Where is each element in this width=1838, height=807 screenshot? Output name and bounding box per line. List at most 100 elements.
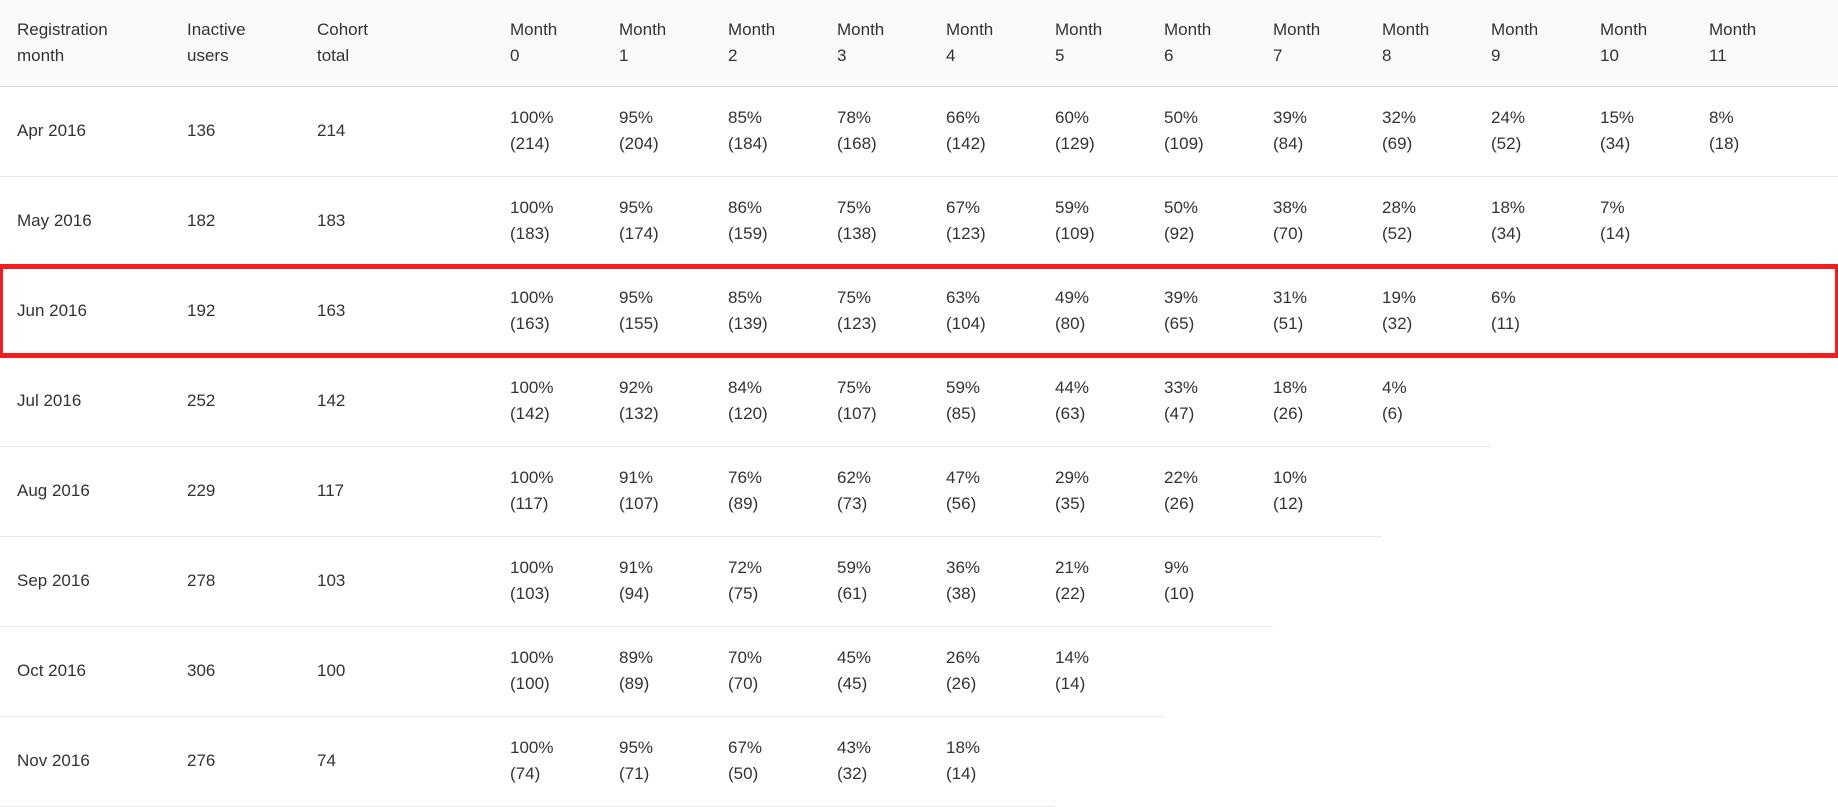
month-3-cell: 62% (73)	[837, 446, 946, 537]
column-header-month-0: Month 0	[510, 0, 619, 87]
month-0-cell: 100% (163)	[510, 266, 619, 357]
month-4-cell: 36% (38)	[946, 536, 1055, 627]
month-6-cell: 9% (10)	[1164, 536, 1273, 627]
month-6-cell	[1164, 716, 1273, 806]
month-7-cell: 38% (70)	[1273, 176, 1382, 267]
month-4-cell: 18% (14)	[946, 716, 1055, 807]
month-4-cell: 63% (104)	[946, 266, 1055, 357]
month-11-cell	[1709, 536, 1838, 626]
month-4-cell: 67% (123)	[946, 176, 1055, 267]
month-10-cell	[1600, 536, 1709, 626]
month-1-cell: 95% (155)	[619, 266, 728, 357]
registration-month-cell: Aug 2016	[0, 446, 187, 537]
month-7-cell: 18% (26)	[1273, 356, 1382, 447]
cohort-row-nov-2016: Nov 2016 276 74 100% (74) 95% (71) 67% (50) 43…	[0, 716, 1838, 807]
month-11-cell: 8% (18)	[1709, 86, 1838, 177]
month-8-cell: 4% (6)	[1382, 356, 1491, 447]
cohort-table-body: Apr 2016 136 214 100% (214) 95% (204) 85% (18…	[0, 86, 1838, 807]
month-8-cell	[1382, 446, 1491, 536]
inactive-users-cell: 229	[187, 446, 317, 537]
month-1-cell: 95% (204)	[619, 86, 728, 177]
cohort-row-may-2016: May 2016 182 183 100% (183) 95% (174) 86% (15…	[0, 176, 1838, 267]
registration-month-cell: Nov 2016	[0, 716, 187, 807]
month-5-cell: 21% (22)	[1055, 536, 1164, 627]
month-11-cell	[1709, 176, 1838, 266]
month-2-cell: 72% (75)	[728, 536, 837, 627]
inactive-users-cell: 182	[187, 176, 317, 267]
month-5-cell: 49% (80)	[1055, 266, 1164, 357]
month-11-cell	[1709, 716, 1838, 806]
month-5-cell	[1055, 716, 1164, 806]
month-9-cell	[1491, 716, 1600, 806]
cohort-row-aug-2016: Aug 2016 229 117 100% (117) 91% (107) 76% (89…	[0, 446, 1838, 537]
month-10-cell	[1600, 446, 1709, 536]
month-5-cell: 60% (129)	[1055, 86, 1164, 177]
inactive-users-cell: 278	[187, 536, 317, 627]
inactive-users-cell: 192	[187, 266, 317, 357]
month-11-cell	[1709, 626, 1838, 716]
column-header-month-4: Month 4	[946, 0, 1055, 87]
cohort-total-cell: 100	[317, 626, 510, 717]
registration-month-cell: May 2016	[0, 176, 187, 267]
month-5-cell: 59% (109)	[1055, 176, 1164, 267]
cohort-total-cell: 142	[317, 356, 510, 447]
month-11-cell	[1709, 266, 1838, 356]
month-0-cell: 100% (183)	[510, 176, 619, 267]
cohort-total-cell: 163	[317, 266, 510, 357]
month-2-cell: 86% (159)	[728, 176, 837, 267]
month-6-cell	[1164, 626, 1273, 716]
column-header-registration-month: Registration month	[0, 0, 187, 87]
cohort-row-sep-2016: Sep 2016 278 103 100% (103) 91% (94) 72% (75)…	[0, 536, 1838, 627]
month-1-cell: 91% (107)	[619, 446, 728, 537]
month-3-cell: 75% (138)	[837, 176, 946, 267]
cohort-total-cell: 103	[317, 536, 510, 627]
month-4-cell: 26% (26)	[946, 626, 1055, 717]
column-header-month-7: Month 7	[1273, 0, 1382, 87]
month-10-cell	[1600, 266, 1709, 356]
month-6-cell: 33% (47)	[1164, 356, 1273, 447]
registration-month-cell: Jun 2016	[0, 266, 187, 357]
month-2-cell: 84% (120)	[728, 356, 837, 447]
month-10-cell	[1600, 626, 1709, 716]
month-0-cell: 100% (214)	[510, 86, 619, 177]
month-2-cell: 67% (50)	[728, 716, 837, 807]
column-header-month-2: Month 2	[728, 0, 837, 87]
column-header-inactive-users: Inactive users	[187, 0, 317, 87]
month-3-cell: 75% (107)	[837, 356, 946, 447]
month-10-cell: 15% (34)	[1600, 86, 1709, 177]
inactive-users-cell: 276	[187, 716, 317, 807]
month-0-cell: 100% (100)	[510, 626, 619, 717]
inactive-users-cell: 306	[187, 626, 317, 717]
cohort-table-header: Registration month Inactive users Cohort t…	[0, 0, 1838, 87]
registration-month-cell: Apr 2016	[0, 86, 187, 177]
month-4-cell: 47% (56)	[946, 446, 1055, 537]
cohort-total-cell: 183	[317, 176, 510, 267]
month-7-cell: 31% (51)	[1273, 266, 1382, 357]
month-0-cell: 100% (117)	[510, 446, 619, 537]
month-2-cell: 85% (184)	[728, 86, 837, 177]
month-5-cell: 14% (14)	[1055, 626, 1164, 717]
column-header-month-9: Month 9	[1491, 0, 1600, 87]
month-8-cell: 28% (52)	[1382, 176, 1491, 267]
month-2-cell: 85% (139)	[728, 266, 837, 357]
month-6-cell: 39% (65)	[1164, 266, 1273, 357]
cohort-row-apr-2016: Apr 2016 136 214 100% (214) 95% (204) 85% (18…	[0, 86, 1838, 177]
column-header-month-1: Month 1	[619, 0, 728, 87]
month-1-cell: 91% (94)	[619, 536, 728, 627]
month-8-cell: 32% (69)	[1382, 86, 1491, 177]
month-3-cell: 59% (61)	[837, 536, 946, 627]
column-header-month-6: Month 6	[1164, 0, 1273, 87]
month-9-cell	[1491, 626, 1600, 716]
month-7-cell	[1273, 536, 1382, 626]
month-10-cell	[1600, 716, 1709, 806]
month-6-cell: 50% (92)	[1164, 176, 1273, 267]
month-4-cell: 66% (142)	[946, 86, 1055, 177]
cohort-row-jun-2016-highlighted: Jun 2016 192 163 100% (163) 95% (155) 85% (13…	[0, 264, 1838, 358]
month-8-cell	[1382, 536, 1491, 626]
inactive-users-cell: 136	[187, 86, 317, 177]
month-9-cell	[1491, 446, 1600, 536]
month-3-cell: 75% (123)	[837, 266, 946, 357]
month-9-cell	[1491, 536, 1600, 626]
